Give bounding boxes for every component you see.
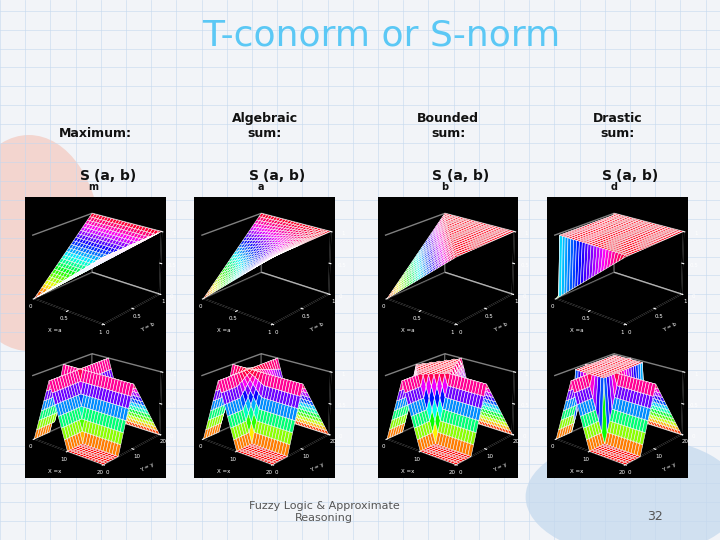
Text: d: d: [611, 182, 617, 192]
Text: Bounded
sum:: Bounded sum:: [417, 112, 480, 140]
Text: Fuzzy Logic & Approximate
Reasoning: Fuzzy Logic & Approximate Reasoning: [248, 501, 400, 523]
Y-axis label: Y = y: Y = y: [493, 462, 508, 473]
Y-axis label: Y = b: Y = b: [309, 321, 325, 333]
X-axis label: X =x: X =x: [48, 469, 61, 474]
X-axis label: X =x: X =x: [401, 469, 414, 474]
Text: (a, b): (a, b): [264, 168, 305, 183]
X-axis label: X =a: X =a: [217, 328, 230, 333]
Text: S: S: [432, 168, 442, 183]
Y-axis label: Y = b: Y = b: [662, 321, 678, 333]
Text: (a, b): (a, b): [446, 168, 489, 183]
Y-axis label: Y = y: Y = y: [310, 462, 325, 473]
Text: b: b: [441, 182, 448, 192]
X-axis label: X =x: X =x: [217, 469, 230, 474]
Text: T-conorm or S-norm: T-conorm or S-norm: [202, 19, 561, 53]
Text: S: S: [80, 168, 89, 183]
Ellipse shape: [526, 437, 720, 540]
Text: (a, b): (a, b): [616, 168, 658, 183]
Text: m: m: [89, 182, 98, 192]
Y-axis label: Y = b: Y = b: [140, 321, 156, 333]
Text: S: S: [249, 168, 258, 183]
X-axis label: X =x: X =x: [570, 469, 583, 474]
Text: Drastic
sum:: Drastic sum:: [593, 112, 642, 140]
Text: a: a: [258, 182, 264, 192]
Ellipse shape: [0, 135, 101, 351]
X-axis label: X =a: X =a: [400, 328, 414, 333]
X-axis label: X =a: X =a: [570, 328, 583, 333]
Y-axis label: Y = y: Y = y: [140, 462, 156, 473]
Text: S: S: [602, 168, 611, 183]
Y-axis label: Y = y: Y = y: [662, 462, 678, 473]
Text: 32: 32: [647, 510, 663, 523]
Y-axis label: Y = b: Y = b: [492, 321, 508, 333]
Text: Maximum:: Maximum:: [59, 127, 132, 140]
X-axis label: X =a: X =a: [48, 328, 61, 333]
Text: Algebraic
sum:: Algebraic sum:: [232, 112, 297, 140]
Text: (a, b): (a, b): [94, 168, 136, 183]
